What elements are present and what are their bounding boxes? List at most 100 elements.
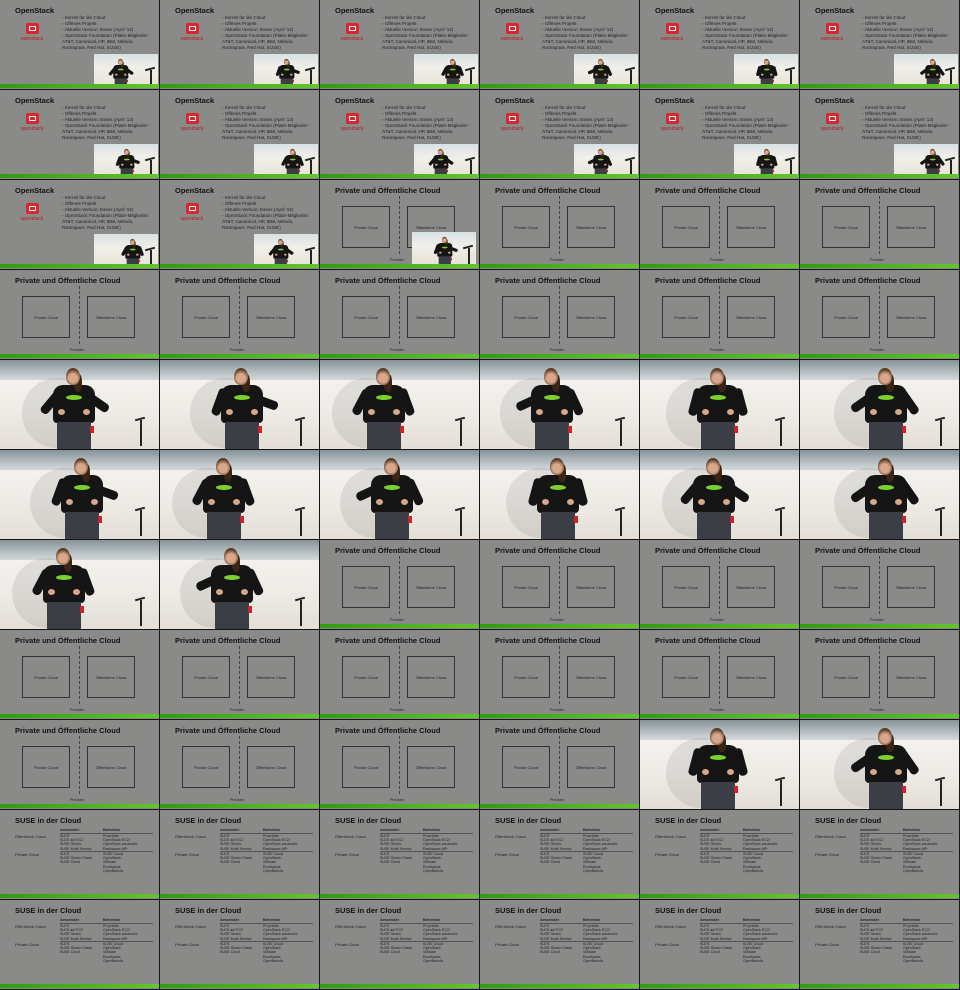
speaker-figure — [919, 146, 946, 178]
thumbnail-speaker-video[interactable] — [160, 540, 320, 630]
thumbnail-speaker-video[interactable] — [0, 360, 160, 450]
thumbnail-cloud-slide[interactable]: Private und Öffentliche Cloud Private Cl… — [160, 630, 320, 720]
thumbnail-speaker-video[interactable] — [800, 720, 960, 810]
thumbnail-speaker-video[interactable] — [320, 450, 480, 540]
thumbnail-suse-slide[interactable]: SUSE in der Cloud Anwender Betreiber Öff… — [800, 810, 960, 900]
thumbnail-cloud-slide[interactable]: Private und Öffentliche Cloud Private Cl… — [800, 630, 960, 720]
thumbnail-speaker-video[interactable] — [0, 450, 160, 540]
thumbnail-cloud-slide[interactable]: Private und Öffentliche Cloud Private Cl… — [480, 720, 640, 810]
bullet-item: Offenes Projekt — [862, 111, 958, 117]
thumbnail-cloud-slide[interactable]: Private und Öffentliche Cloud Private Cl… — [640, 180, 800, 270]
cell: SUSE Studio — [60, 842, 81, 847]
thumbnail-cloud-slide[interactable]: Private und Öffentliche Cloud Private Cl… — [800, 180, 960, 270]
thumbnail-openstack-slide[interactable]: OpenStack openstack Kernel für die Cloud… — [0, 180, 160, 270]
thumbnail-openstack-slide[interactable]: OpenStack openstack Kernel für die Cloud… — [0, 0, 160, 90]
slide-title: Private und Öffentliche Cloud — [335, 636, 441, 645]
row-label: Private Cloud — [655, 942, 680, 947]
thumbnail-cloud-slide[interactable]: Private und Öffentliche Cloud Private Cl… — [320, 180, 480, 270]
thumbnail-cloud-slide[interactable]: Private und Öffentliche Cloud Private Cl… — [480, 270, 640, 360]
thumbnail-speaker-video[interactable] — [640, 450, 800, 540]
slide-footer-bar — [480, 624, 639, 628]
private-cloud-box: Private Cloud — [502, 296, 550, 338]
thumbnail-suse-slide[interactable]: SUSE in der Cloud Anwender Betreiber Öff… — [160, 900, 320, 990]
thumbnail-speaker-video[interactable] — [160, 360, 320, 450]
thumbnail-cloud-slide[interactable]: Private und Öffentliche Cloud Private Cl… — [800, 270, 960, 360]
thumbnail-speaker-video[interactable] — [640, 720, 800, 810]
thumbnail-openstack-slide[interactable]: OpenStack openstack Kernel für die Cloud… — [480, 90, 640, 180]
thumbnail-cloud-slide[interactable]: Private und Öffentliche Cloud Private Cl… — [480, 180, 640, 270]
row-label: Private Cloud — [15, 852, 40, 857]
box-label: Öffentliche Cloud — [735, 225, 767, 230]
row-label: Öffentliche Cloud — [175, 834, 206, 839]
slide-title: SUSE in der Cloud — [815, 906, 882, 915]
thumbnail-cloud-slide[interactable]: Private und Öffentliche Cloud Private Cl… — [320, 630, 480, 720]
thumbnail-speaker-video[interactable] — [0, 540, 160, 630]
thumbnail-cloud-slide[interactable]: Private und Öffentliche Cloud Private Cl… — [640, 540, 800, 630]
thumbnail-suse-slide[interactable]: SUSE in der Cloud Anwender Betreiber Öff… — [0, 810, 160, 900]
thumbnail-cloud-slide[interactable]: Private und Öffentliche Cloud Private Cl… — [480, 540, 640, 630]
thumbnail-openstack-slide[interactable]: OpenStack openstack Kernel für die Cloud… — [800, 0, 960, 90]
thumbnail-speaker-video[interactable] — [160, 450, 320, 540]
box-label: Private Cloud — [193, 675, 218, 680]
thumbnail-openstack-slide[interactable]: OpenStack openstack Kernel für die Cloud… — [640, 90, 800, 180]
thumbnail-cloud-slide[interactable]: Private und Öffentliche Cloud Private Cl… — [640, 270, 800, 360]
slide-footer-bar — [320, 264, 479, 268]
thumbnail-suse-slide[interactable]: SUSE in der Cloud Anwender Betreiber Öff… — [800, 900, 960, 990]
thumbnail-cloud-slide[interactable]: Private und Öffentliche Cloud Private Cl… — [160, 720, 320, 810]
thumbnail-suse-slide[interactable]: SUSE in der Cloud Anwender Betreiber Öff… — [640, 900, 800, 990]
thumbnail-openstack-slide[interactable]: OpenStack openstack Kernel für die Cloud… — [320, 90, 480, 180]
cell: SUSE Studio Onsite — [380, 856, 413, 861]
thumbnail-suse-slide[interactable]: SUSE in der Cloud Anwender Betreiber Öff… — [320, 900, 480, 990]
row-label: Private Cloud — [335, 852, 360, 857]
slide-title: Private und Öffentliche Cloud — [655, 276, 761, 285]
thumbnail-suse-slide[interactable]: SUSE in der Cloud Anwender Betreiber Öff… — [160, 810, 320, 900]
thumbnail-openstack-slide[interactable]: OpenStack openstack Kernel für die Cloud… — [160, 90, 320, 180]
thumbnail-cloud-slide[interactable]: Private und Öffentliche Cloud Private Cl… — [480, 630, 640, 720]
cell-list: SLES SUSE Studio Onsite SUSE Cloud — [860, 942, 904, 955]
cell: OpenStack advanced — [423, 932, 458, 937]
thumbnail-suse-slide[interactable]: SUSE in der Cloud Anwender Betreiber Öff… — [480, 900, 640, 990]
thumbnail-cloud-slide[interactable]: Private und Öffentliche Cloud Private Cl… — [160, 270, 320, 360]
thumbnail-cloud-slide[interactable]: Private und Öffentliche Cloud Private Cl… — [0, 270, 160, 360]
logo-text: openstack — [340, 36, 364, 42]
thumbnail-speaker-video[interactable] — [800, 450, 960, 540]
thumbnail-speaker-video[interactable] — [480, 450, 640, 540]
thumbnail-cloud-slide[interactable]: Private und Öffentliche Cloud Private Cl… — [800, 540, 960, 630]
thumbnail-cloud-slide[interactable]: Private und Öffentliche Cloud Private Cl… — [320, 540, 480, 630]
microphone-stand-icon — [940, 510, 942, 536]
slide-title: Private und Öffentliche Cloud — [655, 636, 761, 645]
thumbnail-openstack-slide[interactable]: OpenStack openstack Kernel für die Cloud… — [800, 90, 960, 180]
thumbnail-speaker-video[interactable] — [640, 360, 800, 450]
cell: OpenStack EC2i — [423, 928, 450, 933]
thumbnail-openstack-slide[interactable]: OpenStack openstack Kernel für die Cloud… — [160, 0, 320, 90]
thumbnail-openstack-slide[interactable]: OpenStack openstack Kernel für die Cloud… — [320, 0, 480, 90]
thumbnail-suse-slide[interactable]: SUSE in der Cloud Anwender Betreiber Öff… — [480, 810, 640, 900]
table-rule — [700, 851, 793, 852]
thumbnail-openstack-slide[interactable]: OpenStack openstack Kernel für die Cloud… — [160, 180, 320, 270]
thumbnail-suse-slide[interactable]: SUSE in der Cloud Anwender Betreiber Öff… — [320, 810, 480, 900]
thumbnail-openstack-slide[interactable]: OpenStack openstack Kernel für die Cloud… — [640, 0, 800, 90]
thumbnail-speaker-video[interactable] — [480, 360, 640, 450]
thumbnail-cloud-slide[interactable]: Private und Öffentliche Cloud Private Cl… — [0, 630, 160, 720]
thumbnail-suse-slide[interactable]: SUSE in der Cloud Anwender Betreiber Öff… — [640, 810, 800, 900]
slide-title: SUSE in der Cloud — [815, 816, 882, 825]
slide-footer-bar — [800, 354, 959, 358]
private-cloud-box: Private Cloud — [502, 566, 550, 608]
thumbnail-cloud-slide[interactable]: Private und Öffentliche Cloud Private Cl… — [640, 630, 800, 720]
thumbnail-cloud-slide[interactable]: Private und Öffentliche Cloud Private Cl… — [320, 720, 480, 810]
thumbnail-openstack-slide[interactable]: OpenStack openstack Kernel für die Cloud… — [480, 0, 640, 90]
openstack-logo-icon: openstack — [658, 113, 686, 132]
speaker-figure — [120, 236, 145, 268]
thumbnail-openstack-slide[interactable]: OpenStack openstack Kernel für die Cloud… — [0, 90, 160, 180]
thumbnail-cloud-slide[interactable]: Private und Öffentliche Cloud Private Cl… — [0, 720, 160, 810]
row-label: Öffentliche Cloud — [175, 924, 206, 929]
column-header: Anwender — [380, 917, 400, 922]
slide-title: OpenStack — [655, 96, 695, 105]
box-label: Private Cloud — [353, 585, 378, 590]
thumbnail-suse-slide[interactable]: SUSE in der Cloud Anwender Betreiber Öff… — [0, 900, 160, 990]
cell: Proprietär — [423, 834, 439, 838]
cell: SLES — [860, 924, 870, 928]
thumbnail-cloud-slide[interactable]: Private und Öffentliche Cloud Private Cl… — [320, 270, 480, 360]
thumbnail-speaker-video[interactable] — [320, 360, 480, 450]
thumbnail-speaker-video[interactable] — [800, 360, 960, 450]
